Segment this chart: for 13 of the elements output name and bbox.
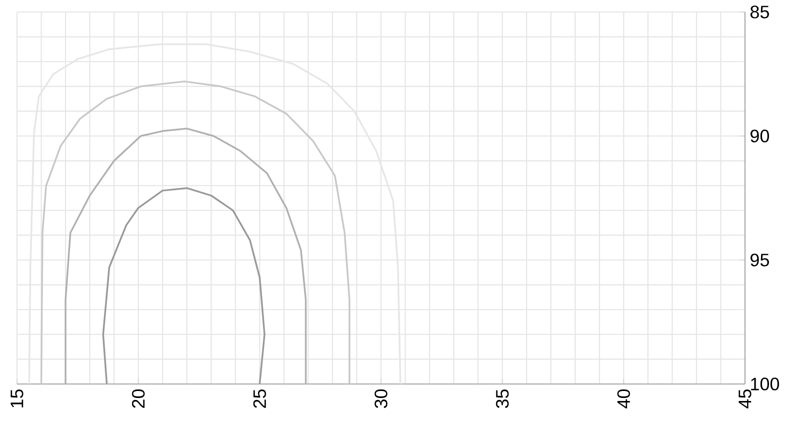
x-tick-label: 25	[253, 389, 266, 408]
line-series	[102, 187, 266, 384]
y-tick-label: 85	[750, 6, 769, 18]
x-tick-label: 45	[738, 389, 752, 408]
x-tick-label: 35	[496, 389, 509, 408]
x-tick-label: 15	[10, 389, 24, 408]
y-tick-label: 100	[751, 378, 780, 390]
y-tick-label: 95	[750, 254, 769, 266]
x-tick-label: 30	[374, 389, 388, 408]
x-tick-label: 20	[132, 389, 145, 408]
x-tick-label: 40	[617, 389, 630, 408]
y-tick-label: 90	[750, 130, 770, 142]
line-series	[40, 80, 350, 384]
